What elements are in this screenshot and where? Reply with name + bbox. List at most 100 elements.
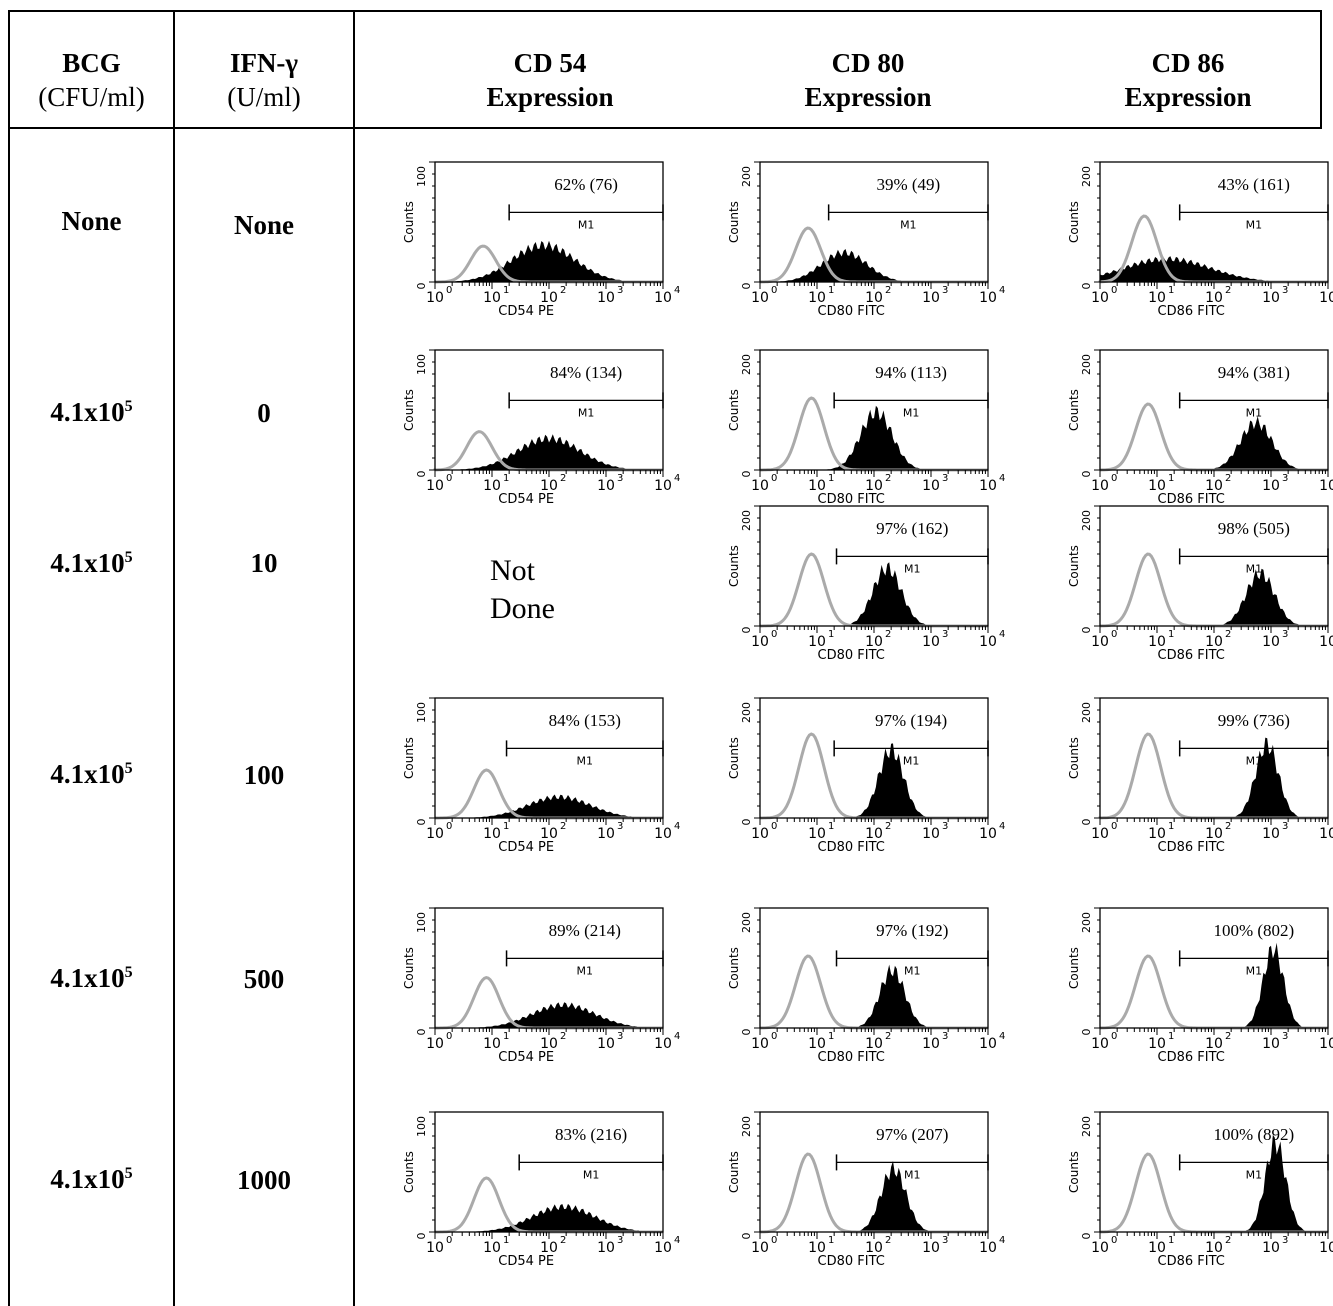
gate-label: M1 — [903, 406, 920, 419]
x-tick-label: 10 — [540, 826, 558, 842]
not-done-line1: Not — [490, 554, 535, 587]
stained-histogram — [1100, 1134, 1328, 1232]
y-axis-label: Counts — [727, 737, 741, 779]
percent-label: 62% (76) — [554, 175, 618, 194]
x-tick-label: 10 — [979, 826, 997, 842]
x-tick-exponent: 0 — [1111, 1031, 1117, 1042]
x-tick-label: 10 — [540, 290, 558, 306]
header-bcg: BCG (CFU/ml) — [10, 46, 173, 114]
x-tick-exponent: 1 — [1168, 1031, 1174, 1042]
x-tick-exponent: 0 — [1111, 629, 1117, 640]
x-axis-label: CD80 FITC — [818, 1050, 885, 1065]
x-tick-exponent: 2 — [1225, 629, 1231, 640]
x-tick-exponent: 2 — [560, 1235, 566, 1246]
y-tick-label: 0 — [740, 283, 753, 290]
x-tick-exponent: 1 — [503, 285, 509, 296]
x-tick-label: 10 — [654, 290, 672, 306]
histogram-cd86-row-0: 2000Counts100101102103104CD86 FITCM143% … — [1050, 152, 1333, 337]
x-tick-exponent: 2 — [560, 1031, 566, 1042]
x-tick-exponent: 3 — [1282, 1031, 1288, 1042]
percent-label: 100% (892) — [1213, 1125, 1294, 1144]
x-tick-label: 10 — [1148, 478, 1166, 494]
histogram-cd86-row-3: 2000Counts100101102103104CD86 FITCM199% … — [1050, 688, 1333, 873]
x-tick-exponent: 4 — [674, 821, 680, 832]
histogram-cd80-row-0: 200 0 Counts 10 0 10 1 10 2 10 3 10 4 CD80 FITC M1 39% … — [710, 152, 1005, 337]
x-tick-label: 10 — [1148, 290, 1166, 306]
x-tick-exponent: 0 — [771, 1235, 777, 1246]
x-axis-label: CD54 PE — [498, 492, 554, 507]
x-tick-exponent: 3 — [942, 1031, 948, 1042]
x-tick-exponent: 3 — [942, 473, 948, 484]
x-tick-label: 10 — [654, 1036, 672, 1052]
row-bcg-2: 4.1x105 — [10, 548, 173, 579]
x-tick-exponent: 0 — [1111, 821, 1117, 832]
x-tick-exponent: 1 — [828, 473, 834, 484]
x-tick-label: 10 — [597, 826, 615, 842]
x-tick-exponent: 1 — [1168, 821, 1174, 832]
histogram-svg: 2000Counts100101102103104CD86 FITCM1100%… — [1067, 907, 1333, 1065]
x-tick-label: 10 — [922, 478, 940, 494]
x-tick-label: 10 — [808, 634, 826, 650]
gate-label: M1 — [583, 1168, 600, 1181]
x-tick-exponent: 3 — [942, 285, 948, 296]
y-tick-label: 200 — [740, 1116, 753, 1137]
y-axis-label: Counts — [727, 545, 741, 587]
y-axis-label: Counts — [402, 947, 416, 989]
x-tick-label: 10 — [808, 290, 826, 306]
gate-label: M1 — [1246, 1168, 1263, 1181]
control-histogram — [1098, 732, 1328, 820]
percent-label: 84% (153) — [549, 711, 621, 730]
gate-label: M1 — [578, 218, 595, 231]
x-tick-label: 10 — [426, 826, 444, 842]
gate-label: M1 — [1246, 218, 1263, 231]
header-ifn-unit: (U/ml) — [227, 82, 301, 112]
x-tick-label: 10 — [1205, 290, 1223, 306]
x-tick-exponent: 1 — [828, 629, 834, 640]
x-tick-exponent: 0 — [771, 821, 777, 832]
x-tick-label: 10 — [540, 1036, 558, 1052]
x-tick-exponent: 1 — [1168, 629, 1174, 640]
y-tick-label: 0 — [415, 1029, 428, 1036]
plot-frame — [1099, 697, 1329, 819]
y-axis-label: Counts — [727, 389, 741, 431]
percent-label: 97% (194) — [875, 711, 947, 730]
x-axis-label: CD80 FITC — [818, 1254, 885, 1269]
row-bcg-text: 4.1x10 — [50, 759, 125, 789]
stained-histogram — [435, 240, 663, 282]
x-tick-label: 10 — [751, 478, 769, 494]
y-axis-label: Counts — [1067, 737, 1081, 779]
x-tick-label: 10 — [751, 634, 769, 650]
y-tick-label: 200 — [1080, 510, 1093, 531]
y-tick-label: 100 — [415, 1116, 428, 1137]
stained-histogram — [760, 1161, 988, 1232]
gate-label: M1 — [904, 562, 921, 575]
x-tick-exponent: 3 — [1282, 285, 1288, 296]
table-col1-rule — [173, 10, 175, 1306]
histogram-cd86-row-1: 2000Counts100101102103104CD86 FITCM194% … — [1050, 340, 1333, 525]
x-tick-label: 10 — [865, 1036, 883, 1052]
header-bcg-unit: (CFU/ml) — [38, 82, 145, 112]
stained-histogram — [435, 434, 663, 470]
stained-histogram — [760, 562, 988, 626]
table-header-rule — [8, 127, 1322, 129]
histogram-cd54-row-1: 100 0 Counts 10 0 10 1 10 2 10 3 10 4 CD54 PE M1 84% (1… — [385, 340, 680, 525]
x-tick-exponent: 4 — [674, 285, 680, 296]
y-tick-label: 0 — [415, 471, 428, 478]
x-tick-label: 10 — [1319, 634, 1333, 650]
x-tick-label: 10 — [597, 1240, 615, 1256]
histogram-cd80-row-4: 200 0 Counts 10 0 10 1 10 2 10 3 10 4 CD80 FITC M1 97% … — [710, 898, 1005, 1083]
row-bcg-text: 4.1x10 — [50, 397, 125, 427]
x-tick-label: 10 — [1205, 634, 1223, 650]
x-tick-exponent: 0 — [771, 285, 777, 296]
x-tick-exponent: 4 — [999, 1235, 1005, 1246]
histogram-svg: 2000Counts100101102103104CD86 FITCM198% … — [1067, 505, 1333, 663]
x-tick-exponent: 0 — [446, 821, 452, 832]
y-tick-label: 200 — [740, 912, 753, 933]
stained-histogram — [435, 1203, 663, 1232]
x-tick-exponent: 0 — [771, 629, 777, 640]
x-tick-exponent: 4 — [674, 1235, 680, 1246]
row-ifn-text: 500 — [243, 964, 285, 994]
